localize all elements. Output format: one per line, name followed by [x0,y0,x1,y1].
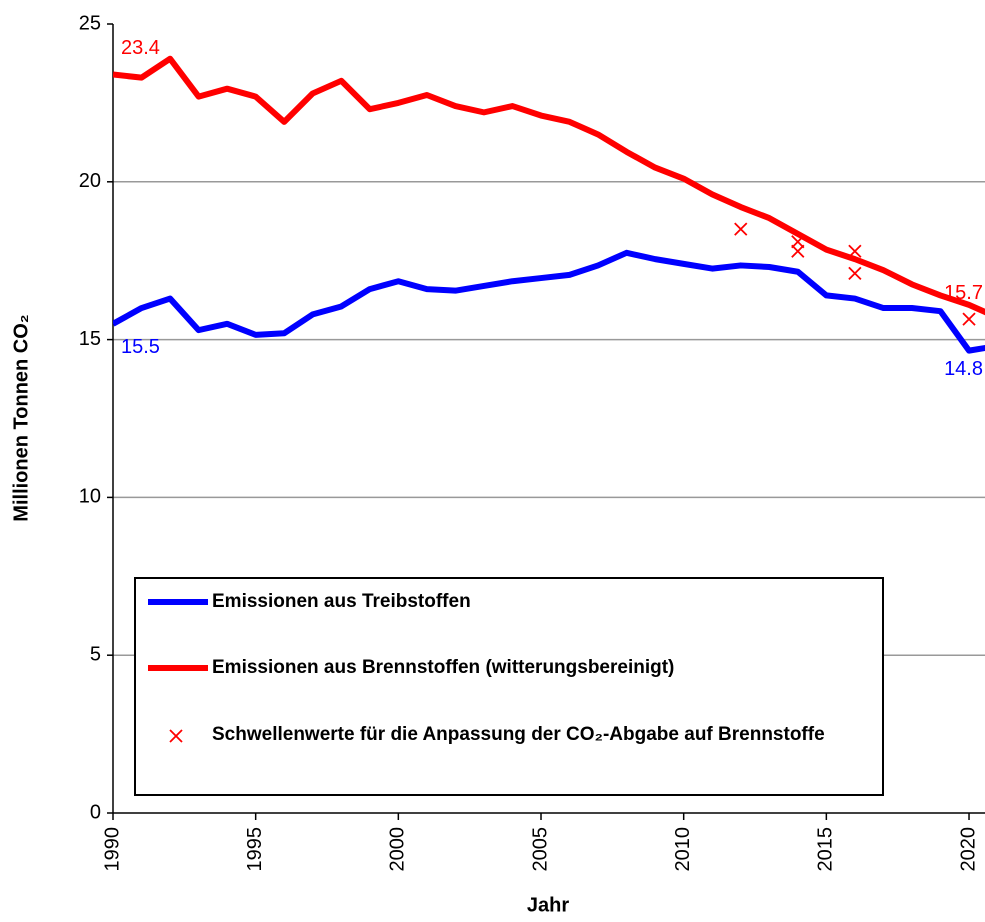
threshold-marker [962,312,976,326]
x-tick-label: 2005 [529,827,551,872]
data-label: 15.7 [944,282,983,304]
y-tick-label: 5 [90,643,101,665]
y-tick-label: 20 [79,170,101,192]
data-label: 14.8 [944,358,983,380]
data-label: 23.4 [121,37,160,59]
x-tick-label: 2020 [957,827,979,872]
series-line [113,249,985,354]
x-tick-label: 2000 [387,827,409,872]
threshold-marker [791,244,805,258]
threshold-marker [791,235,805,249]
legend-label: Emissionen aus Treibstoffen [212,591,471,612]
x-tick-label: 1995 [244,827,266,872]
legend-label: Schwellenwerte für die Anpassung der CO₂… [212,724,825,745]
x-axis-title: Jahr [527,894,569,916]
data-label: 15.5 [121,336,160,358]
y-tick-label: 15 [79,328,101,350]
x-tick-label: 1990 [101,827,123,872]
y-tick-label: 0 [90,801,101,823]
legend-marker [169,729,183,743]
y-tick-label: 10 [79,486,101,508]
plot [113,55,985,354]
legend-box [134,577,884,796]
y-tick-label: 25 [79,12,101,34]
legend-label: Emissionen aus Brennstoffen (witterungsb… [212,657,675,678]
y-axis-title: Millionen Tonnen CO₂ [10,314,32,521]
series-line [113,55,985,316]
threshold-marker [734,222,748,236]
x-tick-label: 2010 [672,827,694,872]
threshold-marker [848,266,862,280]
threshold-marker [848,244,862,258]
x-tick-label: 2015 [815,827,837,872]
